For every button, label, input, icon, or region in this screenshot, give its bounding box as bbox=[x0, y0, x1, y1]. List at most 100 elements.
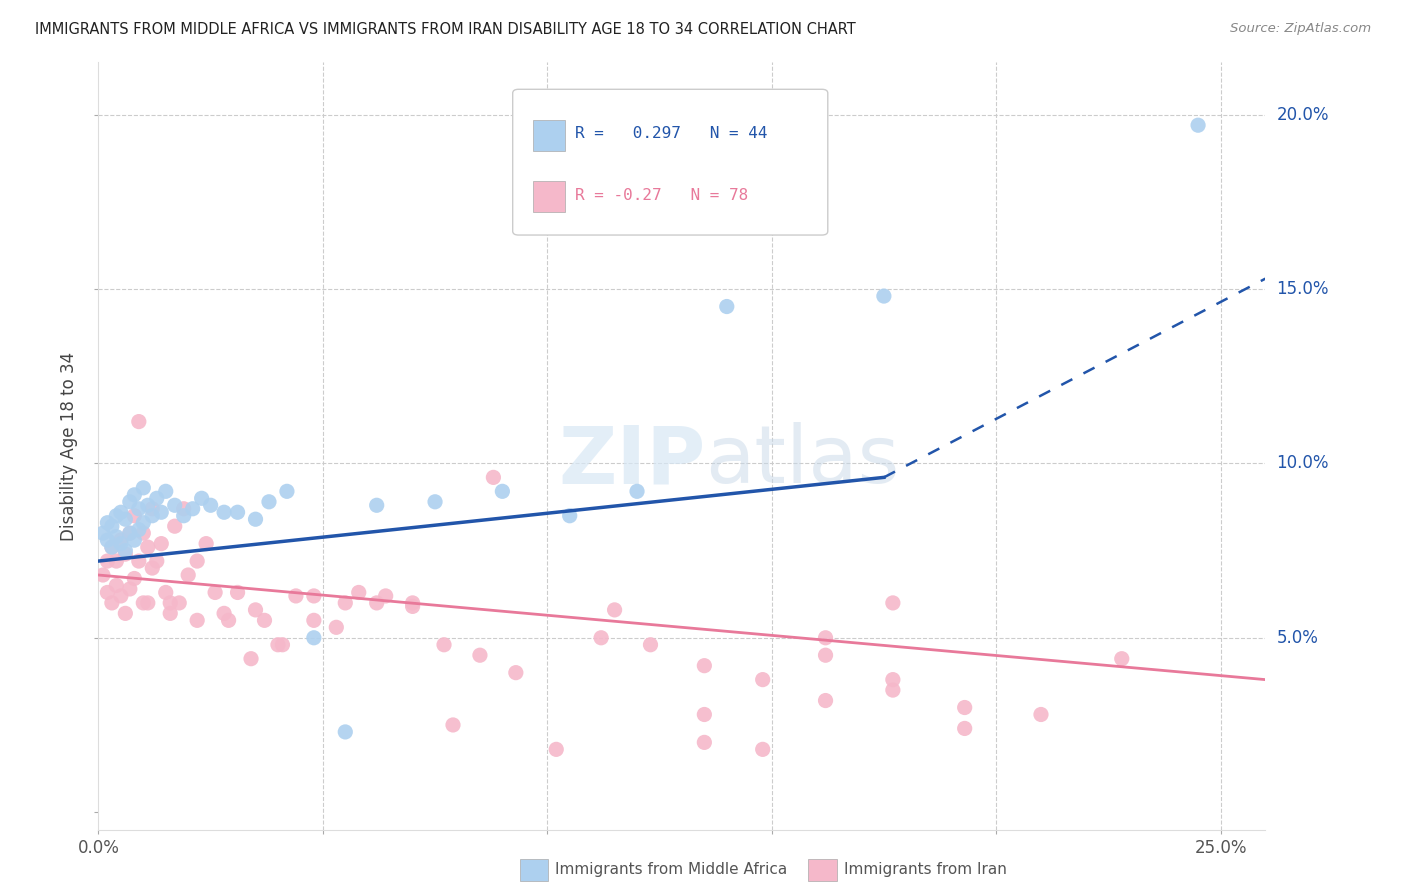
Point bbox=[118, 526, 141, 541]
Point bbox=[558, 508, 581, 523]
Point bbox=[136, 596, 159, 610]
Point bbox=[114, 547, 136, 561]
Text: R =   0.297   N = 44: R = 0.297 N = 44 bbox=[575, 126, 768, 141]
Point bbox=[253, 613, 276, 627]
FancyBboxPatch shape bbox=[513, 89, 828, 235]
Point bbox=[105, 530, 128, 544]
Point bbox=[200, 498, 222, 512]
Point bbox=[136, 498, 159, 512]
Point bbox=[226, 505, 249, 519]
Point bbox=[284, 589, 307, 603]
Point bbox=[335, 725, 357, 739]
Point bbox=[136, 540, 159, 554]
Point bbox=[101, 519, 124, 533]
Point bbox=[101, 540, 124, 554]
Point bbox=[423, 495, 446, 509]
Point bbox=[218, 613, 240, 627]
Point bbox=[150, 505, 173, 519]
Text: 5.0%: 5.0% bbox=[1277, 629, 1319, 647]
Point bbox=[110, 536, 132, 550]
Point bbox=[212, 607, 235, 621]
Point bbox=[91, 526, 114, 541]
Point bbox=[181, 501, 204, 516]
Point bbox=[226, 585, 249, 599]
Point bbox=[159, 596, 181, 610]
Point bbox=[374, 589, 396, 603]
Point bbox=[114, 543, 136, 558]
Point bbox=[212, 505, 235, 519]
Point bbox=[267, 638, 290, 652]
Point bbox=[128, 501, 150, 516]
Point bbox=[110, 533, 132, 548]
Text: Source: ZipAtlas.com: Source: ZipAtlas.com bbox=[1230, 22, 1371, 36]
Point bbox=[491, 484, 513, 499]
Point bbox=[693, 658, 716, 673]
Text: IMMIGRANTS FROM MIDDLE AFRICA VS IMMIGRANTS FROM IRAN DISABILITY AGE 18 TO 34 CO: IMMIGRANTS FROM MIDDLE AFRICA VS IMMIGRA… bbox=[35, 22, 856, 37]
Point bbox=[105, 578, 128, 592]
Point bbox=[401, 599, 423, 614]
Point bbox=[751, 673, 773, 687]
Point bbox=[118, 582, 141, 596]
Point bbox=[105, 554, 128, 568]
Point bbox=[96, 554, 118, 568]
Point bbox=[953, 700, 976, 714]
Point bbox=[640, 638, 662, 652]
Point bbox=[124, 572, 146, 586]
Point bbox=[105, 508, 128, 523]
Point bbox=[814, 693, 837, 707]
Point bbox=[271, 638, 294, 652]
Point bbox=[146, 554, 169, 568]
FancyBboxPatch shape bbox=[533, 120, 565, 151]
Point bbox=[953, 722, 976, 736]
Point bbox=[814, 631, 837, 645]
Point bbox=[132, 481, 155, 495]
Point bbox=[302, 589, 325, 603]
Point bbox=[546, 742, 568, 756]
Point bbox=[335, 596, 357, 610]
Point bbox=[124, 488, 146, 502]
Point bbox=[163, 519, 186, 533]
Point bbox=[96, 516, 118, 530]
Text: Immigrants from Middle Africa: Immigrants from Middle Africa bbox=[555, 863, 787, 877]
Point bbox=[190, 491, 212, 506]
Point bbox=[163, 498, 186, 512]
Point bbox=[882, 683, 904, 698]
Point bbox=[433, 638, 456, 652]
Point bbox=[716, 300, 738, 314]
Point bbox=[603, 603, 626, 617]
Point bbox=[751, 742, 773, 756]
Point bbox=[141, 561, 163, 575]
Text: atlas: atlas bbox=[706, 422, 900, 500]
Point bbox=[124, 533, 146, 548]
Point bbox=[873, 289, 896, 303]
Point bbox=[132, 516, 155, 530]
Point bbox=[257, 495, 280, 509]
Point bbox=[132, 526, 155, 541]
Point bbox=[245, 512, 267, 526]
Point bbox=[1029, 707, 1052, 722]
Point bbox=[814, 648, 837, 663]
Point bbox=[118, 526, 141, 541]
Point bbox=[173, 508, 195, 523]
Text: ZIP: ZIP bbox=[558, 422, 706, 500]
Point bbox=[177, 568, 200, 582]
Y-axis label: Disability Age 18 to 34: Disability Age 18 to 34 bbox=[60, 351, 79, 541]
Text: R = -0.27   N = 78: R = -0.27 N = 78 bbox=[575, 187, 748, 202]
Point bbox=[128, 523, 150, 537]
Point bbox=[401, 596, 423, 610]
Text: 20.0%: 20.0% bbox=[1277, 106, 1329, 124]
Point bbox=[882, 673, 904, 687]
Point bbox=[114, 512, 136, 526]
Point bbox=[240, 651, 263, 665]
Point bbox=[128, 554, 150, 568]
Point bbox=[96, 585, 118, 599]
Point bbox=[441, 718, 464, 732]
Point bbox=[245, 603, 267, 617]
Point bbox=[347, 585, 370, 599]
Point bbox=[91, 568, 114, 582]
Point bbox=[186, 613, 208, 627]
Point bbox=[186, 554, 208, 568]
Point bbox=[1111, 651, 1133, 665]
Text: 15.0%: 15.0% bbox=[1277, 280, 1329, 298]
Point bbox=[173, 501, 195, 516]
